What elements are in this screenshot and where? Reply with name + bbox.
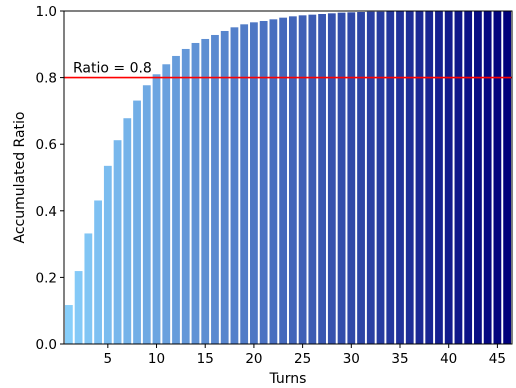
bar-turn-27: [318, 13, 326, 344]
bar-turn-8: [133, 100, 141, 345]
bar-turn-41: [454, 11, 463, 344]
bar-turn-20: [250, 22, 258, 345]
bar-turn-42: [464, 11, 473, 344]
bar-turn-7: [123, 118, 132, 344]
bar-turn-37: [415, 11, 424, 344]
bar-turn-24: [288, 16, 297, 344]
bar-turn-40: [444, 11, 453, 344]
y-tick-label: 1.0: [36, 4, 57, 20]
bar-turn-22: [269, 19, 278, 344]
x-tick-label: 5: [104, 351, 113, 367]
bar-turn-12: [172, 55, 180, 345]
x-axis-label: Turns: [269, 371, 307, 387]
y-axis-ticks: 0.0 0.2 0.4 0.6 0.8 1.0: [36, 4, 64, 353]
x-tick-label: 40: [440, 351, 457, 367]
bar-turn-25: [298, 15, 307, 344]
plot-frame: [63, 10, 513, 345]
bar-turn-32: [366, 11, 375, 344]
bar-turn-1: [64, 305, 73, 344]
bar-turn-28: [327, 13, 336, 345]
bar-turn-21: [259, 20, 268, 345]
bar-turn-4: [94, 200, 102, 344]
bar-turn-16: [211, 34, 219, 344]
bar-turn-46: [503, 11, 512, 344]
bar-turn-23: [279, 17, 288, 344]
bar-turn-34: [386, 11, 395, 344]
bar-turn-18: [230, 27, 239, 345]
x-axis-ticks: 5 10 15 20 25 30 35 40 45: [104, 344, 506, 367]
y-tick-label: 0.2: [36, 270, 57, 286]
x-tick-label: 45: [489, 351, 506, 367]
y-tick-label: 0.4: [36, 204, 57, 220]
x-tick-label: 10: [148, 351, 165, 367]
bar-turn-29: [337, 12, 346, 344]
x-tick-label: 15: [197, 351, 214, 367]
bar-turn-10: [152, 74, 161, 345]
bar-turn-11: [162, 64, 171, 344]
reference-line-label: Ratio = 0.8: [73, 61, 152, 77]
bar-turn-5: [103, 165, 112, 344]
bar-turn-30: [347, 12, 356, 344]
bar-turn-33: [376, 11, 385, 344]
bar-turn-43: [474, 11, 482, 344]
bar-turn-26: [308, 14, 317, 345]
bar-turn-38: [425, 11, 434, 344]
bar-turn-31: [357, 11, 365, 345]
x-tick-label: 35: [391, 351, 408, 367]
bar-turn-39: [435, 11, 443, 344]
bar-turn-9: [142, 85, 151, 344]
y-tick-label: 0.8: [36, 71, 57, 87]
bar-turn-6: [113, 140, 122, 344]
bar-turn-45: [493, 11, 502, 344]
y-tick-label: 0.0: [36, 337, 57, 353]
bar-turn-35: [396, 11, 404, 344]
bar-turn-17: [220, 30, 229, 344]
x-tick-label: 25: [294, 351, 311, 367]
y-axis-label: Accumulated Ratio: [12, 112, 28, 244]
bar-turn-36: [405, 11, 414, 344]
bar-turn-44: [483, 11, 492, 344]
y-tick-label: 0.6: [36, 137, 57, 153]
bar-series: [64, 11, 512, 345]
x-tick-label: 30: [343, 351, 360, 367]
x-tick-label: 20: [245, 351, 262, 367]
bar-turn-15: [201, 38, 210, 345]
bar-turn-19: [240, 24, 249, 344]
bar-turn-13: [181, 48, 190, 344]
bar-turn-14: [191, 42, 200, 345]
bar-turn-3: [84, 233, 93, 344]
bar-turn-2: [74, 271, 83, 344]
